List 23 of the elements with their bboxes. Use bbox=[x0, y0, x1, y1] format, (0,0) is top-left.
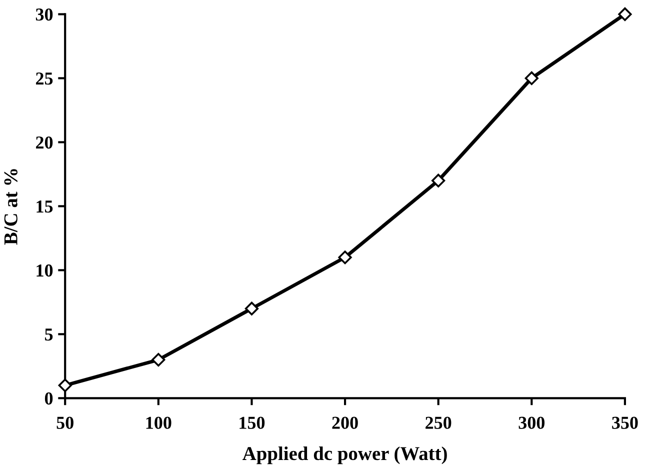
point bbox=[152, 352, 166, 367]
y-tick-label: 25 bbox=[36, 72, 53, 85]
y-tick-label: 10 bbox=[36, 264, 53, 277]
x-axis-title: Applied dc power (Watt) bbox=[242, 446, 447, 464]
point bbox=[524, 71, 538, 86]
x-tick-label: 100 bbox=[146, 416, 172, 429]
y-tick-label: 5 bbox=[44, 328, 53, 341]
y-tick-label: 20 bbox=[36, 136, 53, 149]
point bbox=[432, 174, 446, 188]
point bbox=[338, 250, 352, 264]
x-tick-label: 350 bbox=[612, 416, 638, 429]
x-tick-label: 200 bbox=[332, 416, 358, 429]
x-tick-label: 300 bbox=[518, 416, 545, 429]
x-tick-label: 250 bbox=[426, 416, 452, 429]
x-tick-label: 50 bbox=[56, 416, 74, 429]
y-axis-title: B/C at % bbox=[4, 169, 18, 245]
y-tick-label: 15 bbox=[36, 200, 53, 213]
point bbox=[244, 302, 259, 316]
x-tick-label: 150 bbox=[240, 416, 265, 429]
point bbox=[618, 7, 632, 22]
y-tick-label: 0 bbox=[44, 392, 53, 405]
point bbox=[58, 378, 72, 392]
y-tick-label: 30 bbox=[36, 8, 53, 21]
